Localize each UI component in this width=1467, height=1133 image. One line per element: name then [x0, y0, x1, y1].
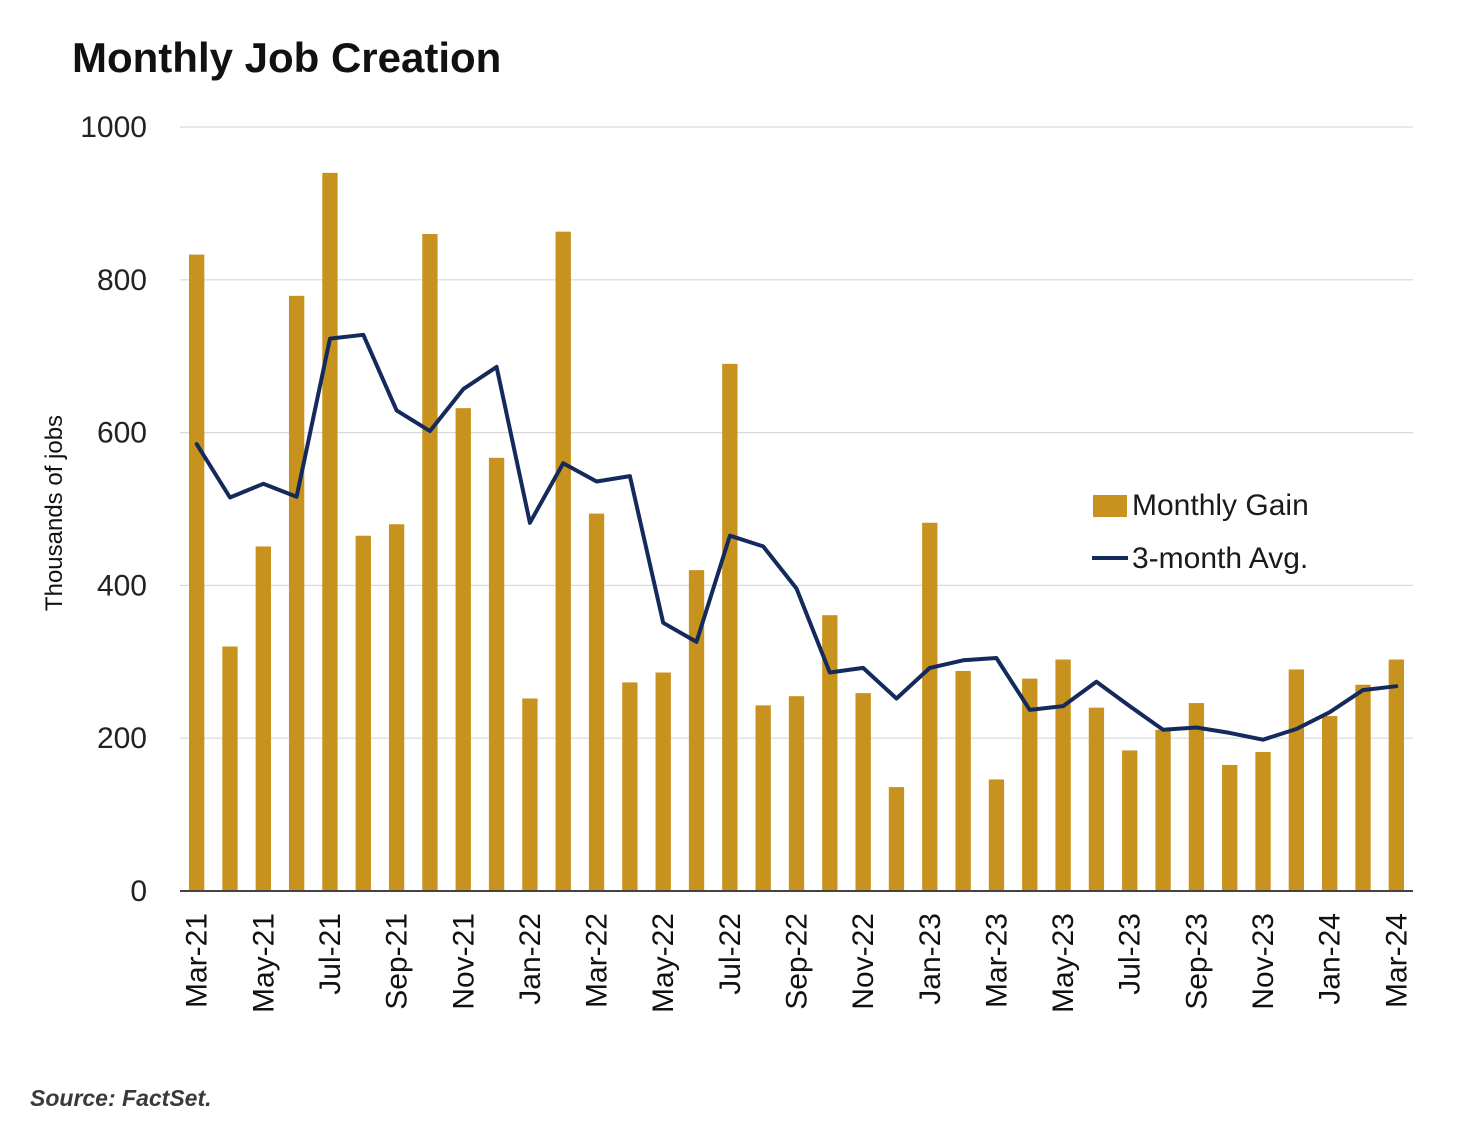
bar [1322, 716, 1338, 891]
x-tick-label: Mar-23 [980, 913, 1013, 1008]
y-tick-label: 400 [97, 569, 147, 602]
x-tick-label: May-23 [1047, 913, 1080, 1013]
bar [1022, 678, 1038, 891]
x-tick-label: Sep-22 [781, 913, 814, 1010]
bar [1255, 751, 1271, 891]
bar [488, 457, 505, 891]
y-tick-label: 600 [97, 417, 147, 450]
bar [1155, 729, 1171, 891]
y-tick-label: 1000 [80, 111, 147, 144]
x-tick-label: Mar-22 [581, 913, 614, 1008]
x-axis-ticks: Mar-21 May-21 Jul-21 Sep-21 Nov-21 Jan-22 Mar-… [181, 913, 1414, 1013]
bar-series [188, 172, 1405, 892]
bar [1055, 659, 1071, 891]
bar [688, 570, 705, 891]
x-tick-label: Jan-22 [514, 913, 547, 1005]
line-3-month-avg [194, 332, 1399, 742]
x-tick-label: Jul-23 [1114, 913, 1147, 995]
bar [588, 513, 605, 891]
bar [222, 646, 238, 891]
y-axis-ticks: 0 200 400 600 800 1000 [80, 111, 147, 908]
y-tick-label: 0 [130, 875, 147, 908]
x-tick-label: Nov-23 [1247, 913, 1280, 1010]
bar [522, 698, 538, 891]
x-tick-label: May-22 [647, 913, 680, 1013]
x-tick-label: Jul-22 [714, 913, 747, 995]
bar [455, 408, 471, 891]
bar [622, 682, 638, 891]
bar [1088, 707, 1105, 891]
bar [288, 295, 305, 891]
bar [1188, 703, 1205, 891]
x-tick-label: Jul-21 [314, 913, 347, 995]
source-note: Source: FactSet. [30, 1085, 212, 1111]
bar [722, 363, 738, 892]
bar [388, 524, 405, 891]
bar [1288, 669, 1305, 891]
gridlines [180, 126, 1413, 739]
bar [1388, 659, 1405, 891]
bar [855, 693, 871, 891]
legend: Monthly Gain 3-month Avg. [1092, 489, 1309, 575]
bar [188, 254, 205, 891]
legend-label-bar: Monthly Gain [1132, 489, 1309, 522]
y-axis-label: Thousands of jobs [41, 415, 68, 611]
bar [755, 705, 771, 891]
bar [988, 779, 1005, 891]
bar [922, 522, 938, 891]
x-tick-label: Jan-23 [914, 913, 947, 1005]
bar [322, 172, 338, 892]
x-tick-label: Sep-23 [1180, 913, 1213, 1010]
x-tick-label: Nov-21 [447, 913, 480, 1010]
bar [655, 672, 671, 891]
bar [422, 233, 438, 891]
y-tick-label: 200 [97, 722, 147, 755]
x-tick-label: May-21 [247, 913, 280, 1013]
x-tick-label: Nov-22 [847, 913, 880, 1010]
bar [1355, 684, 1371, 891]
x-tick-label: Mar-24 [1380, 913, 1413, 1008]
legend-swatch-bar [1093, 495, 1127, 517]
chart-title: Monthly Job Creation [72, 34, 501, 81]
x-tick-label: Jan-24 [1314, 913, 1347, 1005]
bar [1122, 750, 1138, 891]
x-tick-label: Sep-21 [381, 913, 414, 1010]
x-tick-label: Mar-21 [181, 913, 214, 1008]
bar [888, 787, 905, 891]
bar [788, 696, 805, 891]
bar [555, 231, 571, 892]
line-series [194, 332, 1399, 742]
y-tick-label: 800 [97, 264, 147, 297]
bar [1222, 764, 1238, 891]
legend-label-line: 3-month Avg. [1132, 542, 1308, 575]
bar [355, 535, 371, 891]
bar [822, 615, 838, 891]
bar [955, 670, 971, 891]
bar [255, 546, 271, 891]
